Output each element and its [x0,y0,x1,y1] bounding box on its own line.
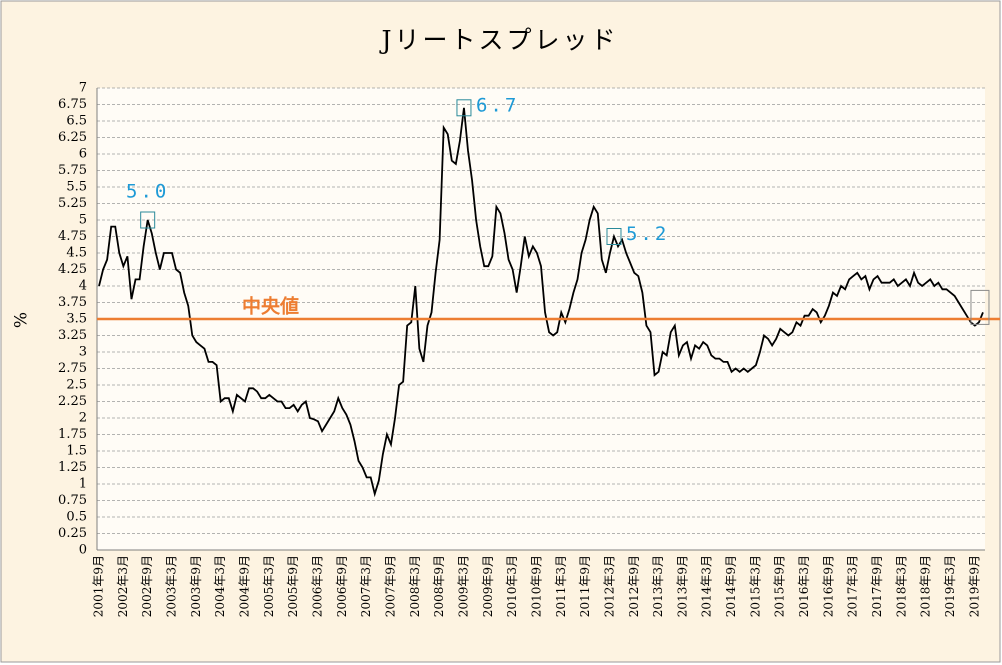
median-label: 中央値 [242,295,299,318]
chart-title: Jリートスプレッド [378,26,618,55]
label-box [456,99,472,117]
x-tick-label: 2008年9月 [432,555,446,617]
x-tick-label: 2019年3月 [943,555,957,617]
x-tick-label: 2015年3月 [748,555,762,617]
x-tick-label: 2006年9月 [335,555,349,617]
x-tick-label: 2013年3月 [651,555,665,617]
y-tick-label: 2.5 [66,378,87,393]
x-tick-label: 2002年9月 [140,555,154,617]
x-tick-label: 2001年9月 [92,555,106,617]
data-line [98,107,984,498]
y-tick-label: 3 [79,345,87,360]
x-tick-label: 2009年9月 [481,555,495,617]
y-tick-label: 4.5 [66,246,87,261]
x-tick-label: 2016年9月 [821,555,835,617]
value-label: 6.7 [476,94,519,116]
x-tick-label: 2011年3月 [554,555,568,617]
x-tick-label: 2005年3月 [262,555,276,617]
x-tick-label: 2004年9月 [238,555,252,617]
y-tick-label: 6.5 [66,114,87,129]
x-tick-label: 2003年3月 [165,555,179,617]
y-tick-label: 0.5 [66,510,87,525]
y-tick-label: 4 [79,279,87,294]
y-tick-label: 3.5 [66,312,87,327]
x-tick-label: 2012年3月 [602,555,616,617]
y-axis-label: % [12,312,32,328]
x-tick-label: 2015年9月 [773,555,787,617]
x-tick-label: 2019年9月 [967,555,981,617]
x-tick-label: 2006年3月 [310,555,324,617]
x-tick-label: 2008年3月 [408,555,422,617]
y-tick-label: 5 [79,213,87,228]
y-tick-label: 4.25 [58,262,87,277]
x-tick-label: 2011年9月 [578,555,592,617]
x-tick-label: 2003年9月 [189,555,203,617]
x-tick-label: 2010年3月 [505,555,519,617]
y-tick-label: 6.25 [58,130,87,145]
label-box [606,228,622,245]
y-tick-label: 5.25 [58,196,87,211]
end-box [970,289,990,325]
y-tick-label: 3.75 [58,295,87,310]
y-tick-label: 4.75 [58,229,87,244]
x-tick-label: 2007年9月 [383,555,397,617]
y-tick-label: 1.5 [66,444,87,459]
x-tick-label: 2018年3月 [894,555,908,617]
x-tick-label: 2014年9月 [724,555,738,617]
label-box [140,211,156,229]
x-tick-label: 2018年9月 [919,555,933,617]
x-tick-label: 2017年9月 [870,555,884,617]
y-tick-label: 0.25 [58,526,87,541]
value-label: 5.2 [626,223,669,245]
y-tick-label: 6 [79,147,87,162]
x-tick-label: 2004年3月 [213,555,227,617]
y-tick-label: 3.25 [58,328,87,343]
x-tick-label: 2007年3月 [359,555,373,617]
x-tick-label: 2017年3月 [846,555,860,617]
y-tick-label: 1.25 [58,460,87,475]
y-tick-label: 2.25 [58,394,87,409]
x-tick-label: 2012年9月 [627,555,641,617]
y-tick-label: 5.5 [66,180,87,195]
x-tick-label: 2002年3月 [116,555,130,617]
y-tick-label: 2.75 [58,361,87,376]
x-tick-label: 2005年9月 [286,555,300,617]
x-tick-label: 2013年9月 [675,555,689,617]
y-tick-label: 6.75 [58,97,87,112]
y-tick-label: 1 [79,477,87,492]
y-tick-label: 0.75 [58,493,87,508]
x-tick-label: 2010年9月 [529,555,543,617]
y-tick-label: 2 [79,411,87,426]
y-tick-label: 1.75 [58,427,87,442]
x-tick-label: 2009年3月 [456,555,470,617]
y-tick-label: 0 [79,543,87,558]
y-tick-label: 7 [79,81,87,96]
x-tick-label: 2016年3月 [797,555,811,617]
x-tick-label: 2014年3月 [700,555,714,617]
y-tick-label: 5.75 [58,163,87,178]
value-label: 5.0 [126,181,169,203]
